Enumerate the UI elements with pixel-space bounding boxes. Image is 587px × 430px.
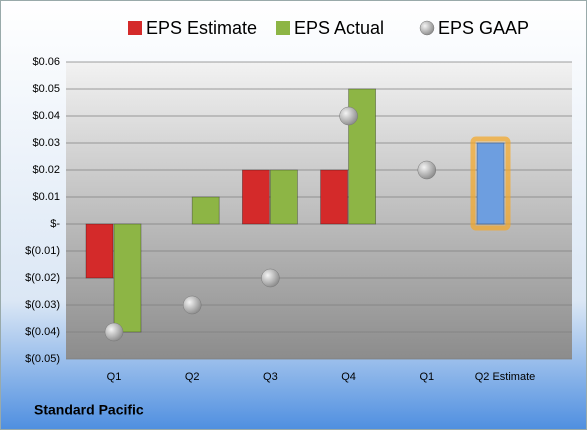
y-tick-label: $(0.05) — [25, 353, 60, 365]
point — [182, 295, 202, 315]
y-tick-label: $0.06 — [32, 56, 60, 68]
footer: Standard Pacific — [34, 402, 144, 418]
point — [104, 322, 124, 342]
y-tick-label: $(0.01) — [25, 245, 60, 257]
x-tick-label: Q4 — [341, 371, 356, 383]
x-tick-label: Q1 — [107, 371, 122, 383]
point — [417, 160, 437, 180]
bar — [85, 223, 114, 279]
legend-label: EPS GAAP — [438, 18, 529, 38]
bar — [241, 169, 270, 225]
bar — [476, 142, 505, 225]
y-tick-label: $- — [50, 218, 60, 230]
y-tick-label: $(0.04) — [25, 326, 60, 338]
bar — [191, 196, 220, 225]
x-tick-label: Q2 Estimate — [475, 371, 536, 383]
y-tick-label: $0.01 — [32, 191, 60, 203]
y-tick-label: $(0.02) — [25, 272, 60, 284]
point — [339, 106, 358, 126]
legend-marker — [419, 20, 435, 36]
y-tick-label: $0.04 — [32, 110, 60, 122]
bar — [320, 169, 349, 225]
legend-label: EPS Estimate — [146, 18, 257, 38]
legend-label: EPS Actual — [294, 18, 384, 38]
highlight-glow — [470, 136, 511, 231]
y-tick-label: $0.05 — [32, 83, 60, 95]
x-tick-label: Q3 — [263, 371, 278, 383]
x-tick-label: Q1 — [419, 371, 434, 383]
point — [261, 268, 280, 288]
y-tick-label: $0.03 — [32, 137, 60, 149]
x-tick-label: Q2 — [185, 371, 200, 383]
y-tick-label: $0.02 — [32, 164, 60, 176]
bar — [113, 223, 142, 333]
bar — [269, 169, 298, 225]
legend-marker — [276, 21, 290, 35]
y-tick-label: $(0.03) — [25, 299, 60, 311]
legend-marker — [128, 21, 142, 35]
